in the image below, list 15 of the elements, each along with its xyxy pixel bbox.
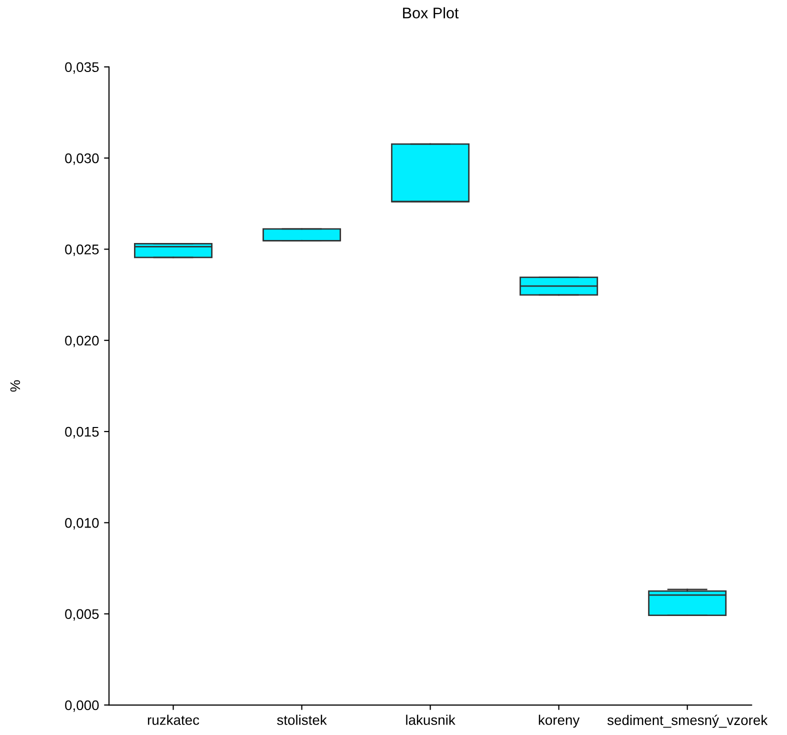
y-tick-label: 0,010 bbox=[65, 518, 99, 530]
y-tick-label: 0,035 bbox=[65, 62, 99, 74]
y-tick-label: 0,000 bbox=[65, 700, 99, 712]
y-tick-label: 0,015 bbox=[65, 426, 99, 438]
x-tick-label: koreny bbox=[538, 714, 580, 728]
chart-title: Box Plot bbox=[403, 7, 459, 18]
y-tick-label: 0,005 bbox=[65, 609, 99, 621]
x-tick-label: lakusnik bbox=[406, 714, 456, 725]
x-tick-label: stolistek bbox=[277, 714, 327, 725]
y-tick-label: 0,030 bbox=[65, 153, 99, 165]
y-axis-title: % bbox=[10, 380, 20, 392]
y-tick-label: 0,025 bbox=[65, 244, 99, 256]
x-tick-label: ruzkatec bbox=[148, 714, 200, 725]
x-tick-label: sediment_smesný_vzorek bbox=[607, 714, 768, 728]
y-tick-label: 0,020 bbox=[65, 336, 99, 348]
